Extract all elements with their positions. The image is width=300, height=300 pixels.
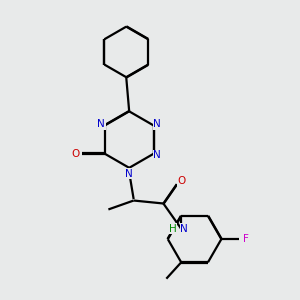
Text: N: N	[97, 119, 105, 129]
Text: O: O	[177, 176, 185, 186]
Text: O: O	[72, 149, 80, 159]
Text: N: N	[153, 150, 161, 160]
Text: H: H	[169, 224, 177, 234]
Text: N: N	[125, 169, 133, 179]
Text: F: F	[243, 234, 249, 244]
Text: N: N	[153, 119, 161, 129]
Text: N: N	[180, 224, 188, 234]
